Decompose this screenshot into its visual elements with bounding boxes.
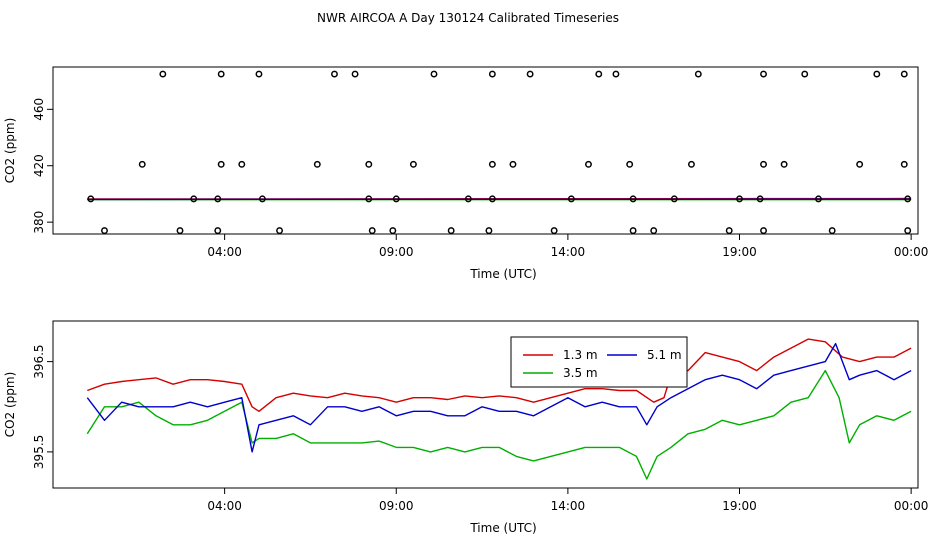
legend-box <box>510 336 688 388</box>
calibration-point <box>736 195 743 203</box>
x-axis-label: Time (UTC) <box>469 521 536 535</box>
x-tick-label: 09:00 <box>379 245 414 259</box>
y-tick-label: 395.5 <box>32 435 46 469</box>
x-tick-label: 19:00 <box>722 499 757 513</box>
calibration-point <box>214 195 222 203</box>
calibration-point <box>585 160 592 168</box>
calibration-point <box>650 227 658 235</box>
legend-label: 1.3 m <box>563 348 598 362</box>
calibration-point <box>815 195 822 203</box>
calibration-point <box>904 195 912 203</box>
calibration-point <box>447 227 455 235</box>
calibration-point <box>626 160 634 168</box>
calibration-point <box>430 70 438 78</box>
calibration-point <box>87 195 95 203</box>
x-tick-label: 09:00 <box>379 499 414 513</box>
calibration-point <box>331 70 338 78</box>
calibration-point <box>629 195 637 203</box>
calibration-point <box>694 70 702 78</box>
calibration-point <box>351 70 359 78</box>
calibration-point <box>101 227 108 235</box>
calibration-point <box>217 160 225 168</box>
calibration-point <box>904 227 912 235</box>
calibration-point <box>509 160 517 168</box>
x-tick-label: 00:00 <box>894 245 929 259</box>
calibration-point <box>488 70 496 78</box>
calibration-point <box>688 160 695 168</box>
plot-frame <box>52 66 919 235</box>
calibration-point <box>138 160 146 168</box>
y-tick-label: 420 <box>32 154 46 177</box>
calibration-point <box>756 195 764 203</box>
calibration-point <box>760 227 767 235</box>
calibration-point <box>900 70 908 78</box>
calibration-point <box>760 160 767 168</box>
calibration-point <box>159 70 167 78</box>
x-tick-label: 04:00 <box>207 499 242 513</box>
calibration-point <box>526 70 534 78</box>
chart-title: NWR AIRCOA A Day 130124 Calibrated Times… <box>317 11 619 25</box>
calibration-point <box>258 195 266 203</box>
calibration-point <box>873 70 881 78</box>
calibration-point <box>276 227 283 235</box>
calibration-point <box>801 70 809 78</box>
calibration-point <box>176 227 184 235</box>
calibration-point <box>856 160 864 168</box>
calibration-point <box>567 195 575 203</box>
calibration-point <box>900 160 908 168</box>
calibration-point <box>464 195 472 203</box>
calibration-point <box>190 195 198 203</box>
x-tick-label: 14:00 <box>551 245 586 259</box>
y-tick-label: 396.5 <box>32 344 46 378</box>
calibration-point <box>595 70 603 78</box>
calibration-point <box>485 227 493 235</box>
calibration-point <box>760 70 767 78</box>
calibration-point <box>238 160 246 168</box>
calibration-point <box>392 195 400 203</box>
calibration-point <box>629 227 637 235</box>
y-axis-label: CO2 (ppm) <box>3 372 17 438</box>
x-axis-label: Time (UTC) <box>469 267 536 281</box>
calibration-point <box>488 195 496 203</box>
calibration-point <box>488 160 496 168</box>
x-tick-label: 19:00 <box>722 245 757 259</box>
calibration-point <box>389 227 397 235</box>
calibration-point <box>217 70 225 78</box>
legend: 1.3 m 3.5 m 5.1 m <box>510 336 688 388</box>
y-tick-label: 460 <box>32 98 46 121</box>
x-tick-label: 00:00 <box>894 499 929 513</box>
y-axis-label: CO2 (ppm) <box>3 118 17 184</box>
calibration-point <box>313 160 321 168</box>
y-tick-label: 380 <box>32 211 46 234</box>
calibration-point <box>725 227 733 235</box>
calibration-point <box>780 160 788 168</box>
calibration-point <box>365 160 373 168</box>
series-line-3-5-m <box>86 369 912 480</box>
calibration-point <box>255 70 263 78</box>
calibration-point <box>670 195 678 203</box>
calibration-point <box>214 227 222 235</box>
bottom-panel: 04:00 09:00 14:00 19:00 00:00 395.5 396.5 Time … <box>3 320 929 535</box>
calibration-point <box>368 227 376 235</box>
series-line-5-1-m <box>86 342 912 453</box>
calibration-point <box>409 160 417 168</box>
legend-label: 3.5 m <box>563 366 598 380</box>
calibration-point <box>550 227 558 235</box>
x-tick-label: 14:00 <box>551 499 586 513</box>
calibration-point <box>828 227 836 235</box>
calibration-point <box>365 195 373 203</box>
calibration-point <box>612 70 620 78</box>
x-tick-label: 04:00 <box>207 245 242 259</box>
series-line-1-3-m <box>87 338 912 412</box>
plot-frame <box>52 320 919 489</box>
legend-label: 5.1 m <box>647 348 682 362</box>
top-panel: 04:00 09:00 14:00 19:00 00:00 380 420 460 Time (… <box>3 66 929 281</box>
